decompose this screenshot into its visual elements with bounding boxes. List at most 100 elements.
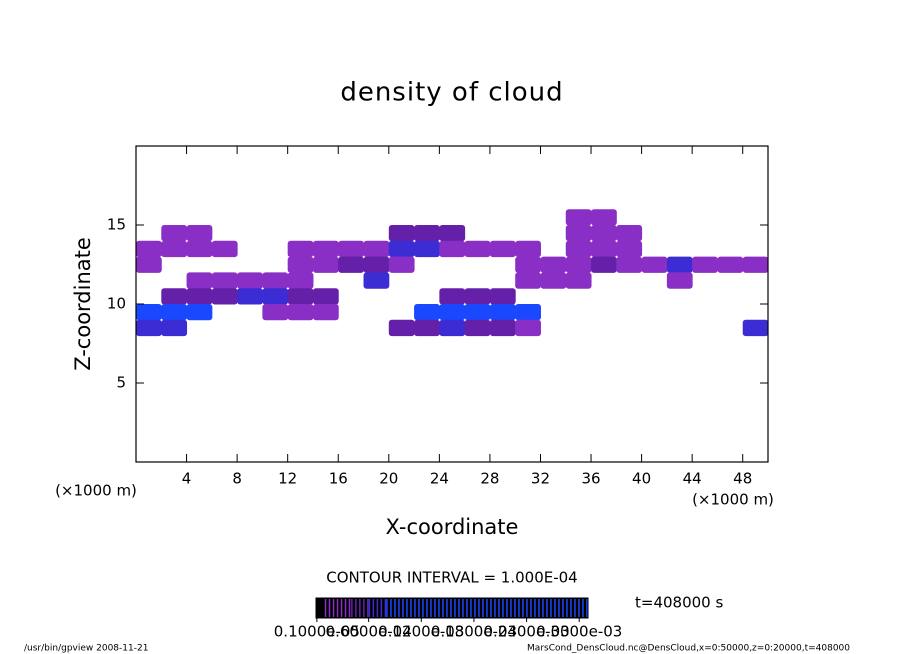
contour-cell [591, 209, 617, 226]
contour-cell [186, 304, 213, 321]
contour-cell [515, 256, 541, 273]
contour-cell [136, 304, 162, 321]
x-tick-label: 36 [581, 470, 600, 488]
colorbar-stripe [384, 599, 387, 617]
contour-cell [287, 304, 314, 321]
contour-interval: CONTOUR INTERVAL = 1.000E-04 [326, 569, 577, 587]
colorbar-stripe [518, 599, 520, 617]
contour-cell [287, 240, 314, 258]
colorbar-stripe [494, 599, 496, 617]
contour-cell [388, 256, 415, 273]
plot-frame [135, 145, 769, 463]
colorbar-stripe [554, 599, 556, 617]
colorbar-stripe [558, 599, 560, 617]
x-axis-label: X-coordinate [386, 515, 519, 539]
colorbar-stripe [340, 599, 343, 617]
contour-cell [616, 240, 643, 258]
contour-cell [136, 240, 162, 258]
contour-cell [211, 288, 238, 305]
colorbar-stripe [355, 599, 357, 617]
contour-cell [136, 319, 162, 337]
contour-cell [717, 256, 744, 273]
contour-cell [439, 319, 466, 337]
contour-cell [414, 304, 440, 321]
colorbar-stripe [336, 599, 339, 617]
colorbar-stripe [363, 599, 365, 617]
y-tick-label: 5 [116, 374, 126, 392]
contour-cell [692, 256, 718, 273]
contour-cell [363, 272, 390, 289]
contour-cell [262, 288, 289, 305]
colorbar-stripe [422, 599, 424, 617]
contour-cell [591, 240, 617, 258]
contour-cell [388, 319, 415, 337]
contour-cell [363, 256, 390, 273]
contour-cell [489, 288, 516, 305]
colorbar-tick-label: 0.1000e-05 [274, 623, 360, 641]
contour-cell [540, 256, 567, 273]
colorbar-stripe [359, 599, 361, 617]
x-unit-right: (×1000 m) [692, 491, 774, 509]
contour-cell [439, 240, 466, 258]
colorbar-stripe [454, 599, 456, 617]
contour-cell [742, 319, 769, 337]
colorbar-stripe [550, 599, 552, 617]
contour-cell [161, 240, 188, 258]
colorbar-stripe [526, 599, 528, 617]
x-tick-label: 4 [182, 470, 192, 488]
colorbar-stripe [546, 599, 548, 617]
colorbar-tick-label: 0.2400e-03 [483, 623, 569, 641]
colorbar-stripe [380, 599, 383, 617]
contour-cell [489, 240, 516, 258]
colorbar-stripe [324, 599, 327, 617]
x-unit-left: (×1000 m) [55, 482, 137, 500]
colorbar-stripe [510, 599, 512, 617]
colorbar-stripe [502, 599, 504, 617]
x-tick-label: 12 [278, 470, 297, 488]
x-tick-label: 32 [531, 470, 550, 488]
contour-cell [439, 288, 466, 305]
contour-cell [287, 288, 314, 305]
colorbar-stripe [586, 599, 588, 617]
colorbar-tick-label: 0.1800e-03 [431, 623, 517, 641]
contour-cell [439, 225, 466, 242]
contour-cell [363, 240, 390, 258]
contour-cell [565, 272, 592, 289]
colorbar-stripe [332, 599, 335, 617]
contour-cell [312, 240, 339, 258]
colorbar-stripe [418, 599, 420, 617]
colorbar-stripe [348, 599, 351, 617]
contour-cell [312, 304, 339, 321]
colorbar-stripe [430, 599, 432, 617]
contour-cell [186, 288, 213, 305]
colorbar-stripe [406, 599, 408, 617]
colorbar-stripe [414, 599, 416, 617]
contour-cell [666, 256, 693, 273]
contour-cell [186, 225, 213, 242]
contour-cell [616, 256, 643, 273]
colorbar-stripe [434, 599, 436, 617]
y-tick-label: 10 [107, 295, 126, 313]
contour-cell [161, 319, 188, 337]
colorbar-stripe [328, 599, 331, 617]
colorbar-tick-label: 0.6000e-04 [326, 623, 412, 641]
colorbar-stripe [438, 599, 440, 617]
colorbar-stripe [522, 599, 524, 617]
x-tick-label: 28 [480, 470, 499, 488]
contour-cell [161, 225, 188, 242]
contour-cell [515, 304, 541, 321]
contour-cell [439, 304, 466, 321]
x-tick-label: 40 [632, 470, 651, 488]
colorbar-stripe [474, 599, 476, 617]
contour-cell [742, 256, 769, 273]
colorbar-tick-label: 0.3000e-03 [536, 623, 622, 641]
contour-cell [161, 288, 188, 305]
colorbar-background [316, 598, 588, 618]
colorbar-stripe [450, 599, 452, 617]
colorbar-stripe [390, 599, 392, 617]
contour-cell [136, 256, 162, 273]
contour-cell [237, 288, 263, 305]
colorbar-stripe [367, 599, 369, 617]
x-tick-label: 44 [683, 470, 702, 488]
